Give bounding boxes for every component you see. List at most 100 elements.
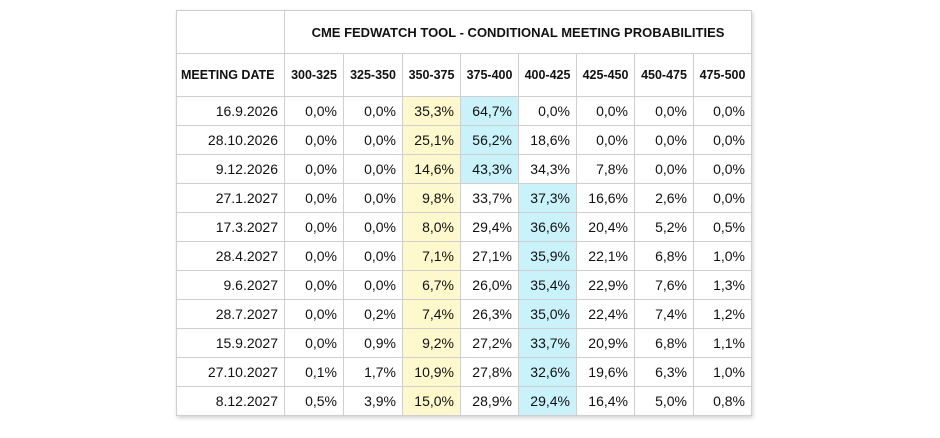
table-row: 28.4.2027 0,0% 0,0% 7,1% 27,1% 35,9% 22,1% 6,8%… [176, 241, 752, 271]
probability-cell: 22,9% [576, 270, 635, 300]
probability-cell: 6,8% [634, 328, 694, 358]
probability-cell: 0,0% [518, 96, 577, 126]
probability-cell: 7,4% [402, 299, 461, 329]
probability-cell: 0,0% [343, 96, 403, 126]
title-row: CME FEDWATCH TOOL - CONDITIONAL MEETING … [176, 10, 752, 54]
probability-cell: 20,9% [576, 328, 635, 358]
table-row: 9.12.2026 0,0% 0,0% 14,6% 43,3% 34,3% 7,8% 0,0%… [176, 154, 752, 184]
probability-cell: 6,7% [402, 270, 461, 300]
probability-cell: 5,0% [634, 386, 694, 416]
probability-cell: 8,0% [402, 212, 461, 242]
probability-cell: 0,0% [343, 183, 403, 213]
fedwatch-table-wrapper: CME FEDWATCH TOOL - CONDITIONAL MEETING … [176, 10, 752, 416]
meeting-date-cell: 28.10.2026 [176, 125, 285, 155]
probability-cell: 0,0% [284, 299, 344, 329]
probability-cell: 19,6% [576, 357, 635, 387]
probability-cell: 1,0% [693, 241, 752, 271]
probability-cell: 14,6% [402, 154, 461, 184]
probability-cell: 0,0% [576, 125, 635, 155]
probability-cell: 0,0% [284, 270, 344, 300]
probability-cell: 32,6% [518, 357, 577, 387]
column-header: 425-450 [576, 53, 635, 97]
probability-cell: 1,1% [693, 328, 752, 358]
probability-cell: 1,3% [693, 270, 752, 300]
table-row: 27.1.2027 0,0% 0,0% 9,8% 33,7% 37,3% 16,6% 2,6%… [176, 183, 752, 213]
probability-cell: 34,3% [518, 154, 577, 184]
probability-cell: 7,4% [634, 299, 694, 329]
probability-cell: 15,0% [402, 386, 461, 416]
probability-cell: 0,0% [343, 125, 403, 155]
probability-cell: 0,0% [343, 212, 403, 242]
meeting-date-cell: 28.7.2027 [176, 299, 285, 329]
meeting-date-cell: 9.12.2026 [176, 154, 285, 184]
probability-cell: 1,2% [693, 299, 752, 329]
probability-cell: 9,8% [402, 183, 461, 213]
probability-cell: 0,5% [693, 212, 752, 242]
probability-cell: 0,0% [284, 154, 344, 184]
probability-cell: 0,0% [284, 125, 344, 155]
column-header: 400-425 [518, 53, 577, 97]
probability-cell: 10,9% [402, 357, 461, 387]
probability-cell: 0,0% [693, 125, 752, 155]
probability-cell: 33,7% [518, 328, 577, 358]
probability-cell: 18,6% [518, 125, 577, 155]
probability-cell: 0,0% [343, 241, 403, 271]
probability-cell: 56,2% [460, 125, 519, 155]
meeting-date-cell: 9.6.2027 [176, 270, 285, 300]
meeting-date-cell: 27.1.2027 [176, 183, 285, 213]
probability-cell: 0,2% [343, 299, 403, 329]
table-title: CME FEDWATCH TOOL - CONDITIONAL MEETING … [284, 10, 752, 54]
probability-cell: 7,8% [576, 154, 635, 184]
probability-cell: 28,9% [460, 386, 519, 416]
probability-cell: 9,2% [402, 328, 461, 358]
probability-cell: 0,0% [693, 96, 752, 126]
probability-cell: 27,1% [460, 241, 519, 271]
meeting-date-cell: 15.9.2027 [176, 328, 285, 358]
column-header: 475-500 [693, 53, 752, 97]
column-header: 375-400 [460, 53, 519, 97]
column-header: 450-475 [634, 53, 694, 97]
probability-cell: 26,0% [460, 270, 519, 300]
probability-cell: 29,4% [460, 212, 519, 242]
table-row: 28.10.2026 0,0% 0,0% 25,1% 56,2% 18,6% 0,0% 0,0… [176, 125, 752, 155]
probability-cell: 0,5% [284, 386, 344, 416]
probability-cell: 16,4% [576, 386, 635, 416]
probability-cell: 6,3% [634, 357, 694, 387]
meeting-date-cell: 16.9.2026 [176, 96, 285, 126]
table-row: 28.7.2027 0,0% 0,2% 7,4% 26,3% 35,0% 22,4% 7,4%… [176, 299, 752, 329]
probability-cell: 1,0% [693, 357, 752, 387]
table-row: 16.9.2026 0,0% 0,0% 35,3% 64,7% 0,0% 0,0% 0,0% 0… [176, 96, 752, 126]
probability-cell: 20,4% [576, 212, 635, 242]
probability-cell: 27,2% [460, 328, 519, 358]
probability-cell: 35,0% [518, 299, 577, 329]
meeting-date-cell: 27.10.2027 [176, 357, 285, 387]
probability-cell: 3,9% [343, 386, 403, 416]
probability-cell: 2,6% [634, 183, 694, 213]
probability-cell: 0,0% [343, 270, 403, 300]
probability-cell: 64,7% [460, 96, 519, 126]
probability-cell: 0,0% [693, 183, 752, 213]
probability-cell: 43,3% [460, 154, 519, 184]
table-row: 9.6.2027 0,0% 0,0% 6,7% 26,0% 35,4% 22,9% 7,6% 1… [176, 270, 752, 300]
probability-cell: 0,0% [343, 154, 403, 184]
meeting-date-cell: 28.4.2027 [176, 241, 285, 271]
probability-cell: 1,7% [343, 357, 403, 387]
probability-cell: 25,1% [402, 125, 461, 155]
probability-cell: 0,0% [284, 212, 344, 242]
probability-cell: 35,9% [518, 241, 577, 271]
probability-cell: 5,2% [634, 212, 694, 242]
probability-cell: 0,0% [634, 125, 694, 155]
probability-cell: 0,9% [343, 328, 403, 358]
probability-cell: 0,0% [284, 241, 344, 271]
meeting-date-cell: 8.12.2027 [176, 386, 285, 416]
probability-cell: 33,7% [460, 183, 519, 213]
probability-cell: 0,0% [284, 96, 344, 126]
probability-cell: 37,3% [518, 183, 577, 213]
probability-cell: 0,0% [576, 96, 635, 126]
probability-cell: 26,3% [460, 299, 519, 329]
table-row: 17.3.2027 0,0% 0,0% 8,0% 29,4% 36,6% 20,4% 5,2%… [176, 212, 752, 242]
probability-cell: 16,6% [576, 183, 635, 213]
probability-cell: 22,4% [576, 299, 635, 329]
meeting-date-cell: 17.3.2027 [176, 212, 285, 242]
column-header: 350-375 [402, 53, 461, 97]
